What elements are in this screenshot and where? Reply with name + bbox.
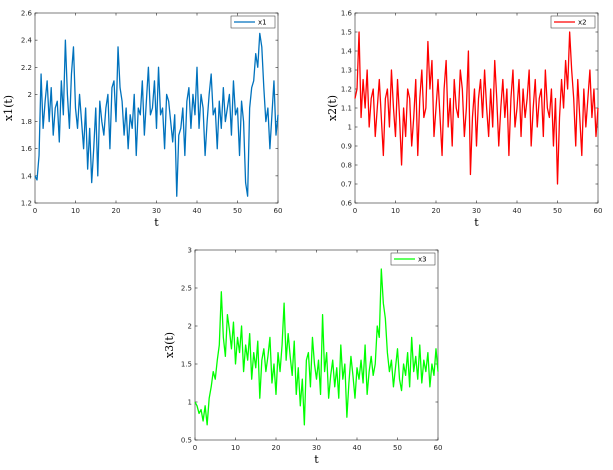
x-axis-label: t [154, 216, 159, 229]
y-tick-label: 0.9 [341, 143, 352, 151]
x-tick-label: 0 [33, 207, 37, 215]
y-tick-label: 1.2 [341, 86, 352, 94]
y-tick-label: 1.6 [341, 10, 353, 18]
x-tick-label: 30 [312, 444, 321, 452]
axes-box [194, 249, 439, 441]
y-tick-label: 1 [188, 399, 192, 407]
x-tick-label: 30 [152, 207, 161, 215]
y-tick-label: 0.6 [341, 200, 353, 208]
y-tick-label: 0.8 [341, 162, 352, 170]
x-tick-label: 20 [432, 207, 441, 215]
x-tick-label: 10 [231, 444, 240, 452]
y-tick-label: 0.7 [341, 181, 352, 189]
y-tick-label: 1.5 [181, 361, 192, 369]
y-tick-label: 1.6 [21, 145, 33, 153]
x-axis-label: t [314, 453, 319, 466]
subplot-1: 0 10 20 30 40 50 60 1.2 1.4 1.6 1.8 2 2.2 2.4 2.6 t x1(t… [2, 10, 282, 230]
series-line-x3 [194, 268, 439, 426]
y-tick-label: 3 [188, 247, 192, 255]
y-tick-label: 2 [28, 91, 32, 99]
subplot-2: 0 10 20 30 40 50 60 0.6 0.7 0.8 0.9 1 1.1 1.2 1.3 1.4 1.… [326, 10, 602, 230]
x-tick-label: 0 [193, 444, 197, 452]
y-tick-label: 2.5 [181, 285, 192, 293]
axes-box [354, 12, 599, 204]
y-axis-label: x3(t) [163, 332, 176, 358]
y-tick-label: 2.2 [21, 64, 32, 72]
x-tick-label: 60 [434, 444, 443, 452]
y-tick-label: 1.1 [341, 105, 352, 113]
y-tick-label: 1.4 [341, 48, 353, 56]
x-tick-label: 20 [272, 444, 281, 452]
y-tick-label: 1 [348, 124, 352, 132]
y-tick-label: 2 [188, 323, 192, 331]
y-tick-label: 1.4 [21, 172, 33, 180]
x-axis-label: t [474, 216, 479, 229]
x-tick-label: 0 [353, 207, 357, 215]
y-tick-label: 1.2 [21, 200, 32, 208]
x-tick-label: 50 [233, 207, 242, 215]
series-line-x1 [34, 32, 279, 197]
legend-label: x2 [578, 19, 587, 27]
x-tick-label: 40 [193, 207, 202, 215]
legend-label: x3 [418, 256, 427, 264]
x-tick-label: 50 [393, 444, 402, 452]
y-tick-label: 2.6 [21, 10, 33, 18]
series-line-x2 [354, 31, 599, 185]
y-tick-label: 0.5 [181, 437, 192, 445]
x-tick-label: 60 [594, 207, 603, 215]
x-tick-label: 40 [353, 444, 362, 452]
y-tick-label: 1.3 [341, 67, 352, 75]
legend-label: x1 [258, 19, 267, 27]
subplot-3: 0 10 20 30 40 50 60 0.5 1 1.5 2 2.5 3 t x3(t) x3 [163, 247, 442, 467]
y-tick-label: 2.4 [21, 37, 33, 45]
x-tick-label: 30 [472, 207, 481, 215]
x-tick-label: 60 [274, 207, 283, 215]
x-tick-label: 50 [553, 207, 562, 215]
y-axis-label: x1(t) [2, 95, 15, 121]
x-tick-label: 10 [391, 207, 400, 215]
y-axis-label: x2(t) [326, 95, 339, 121]
x-tick-label: 40 [513, 207, 522, 215]
x-tick-label: 20 [112, 207, 121, 215]
x-tick-label: 10 [71, 207, 80, 215]
y-tick-label: 1.5 [341, 29, 352, 37]
y-tick-label: 1.8 [21, 118, 32, 126]
